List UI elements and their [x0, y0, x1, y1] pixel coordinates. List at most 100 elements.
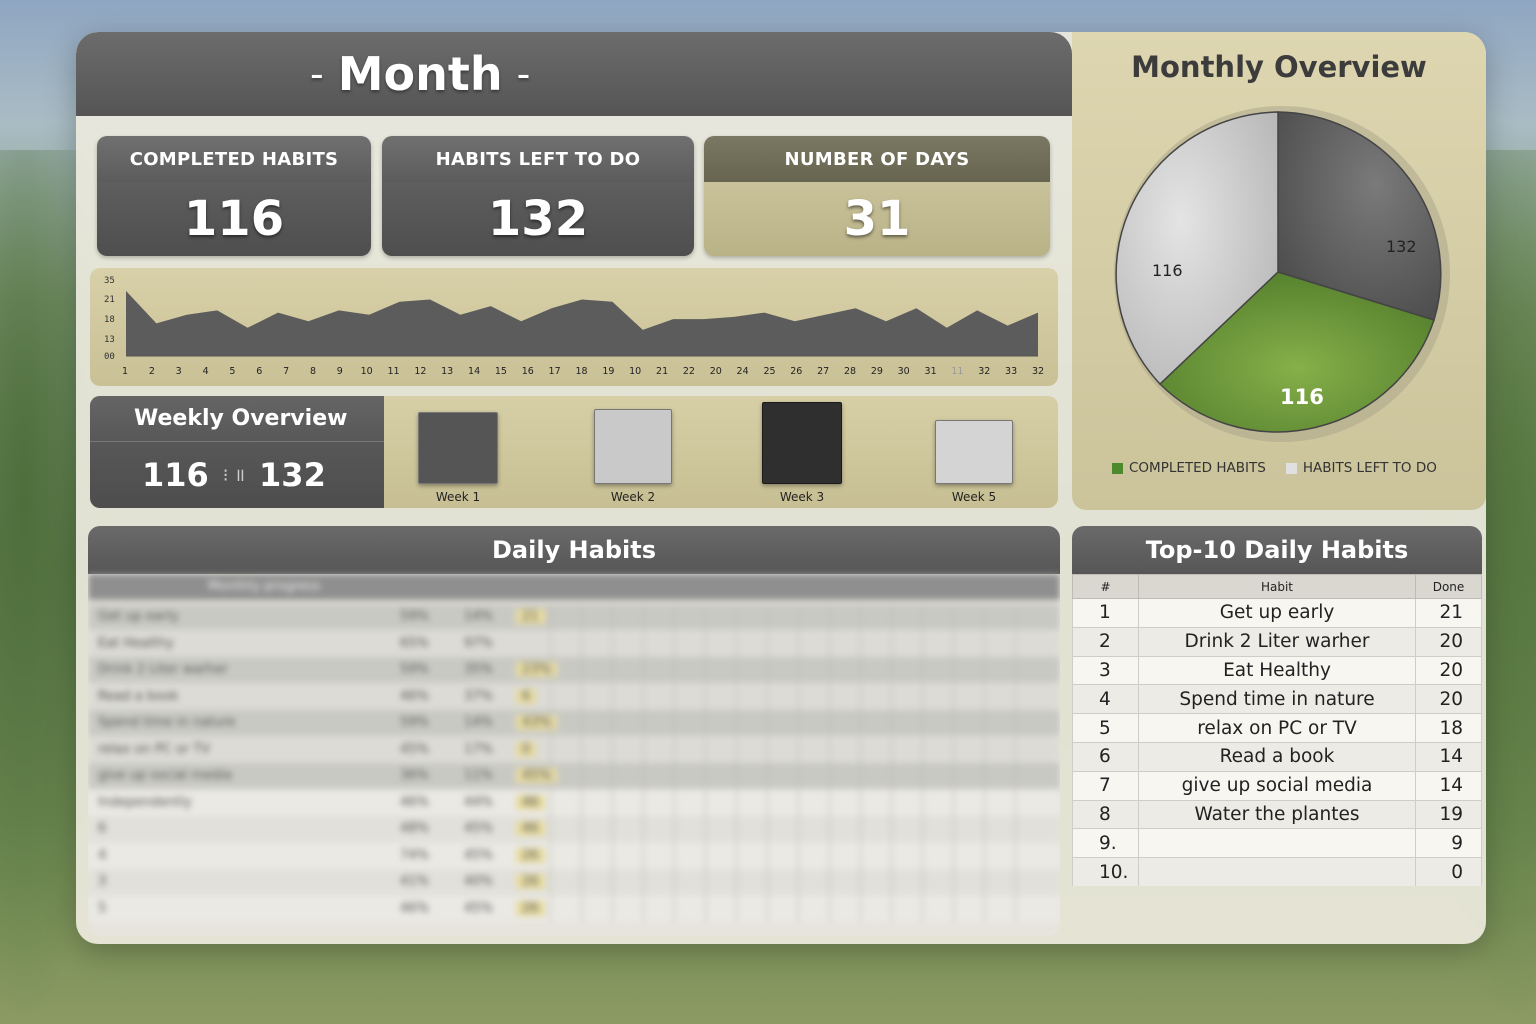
daily-grid-line	[922, 789, 923, 816]
daily-habit-row: 4 74% 45% 26	[88, 842, 1060, 869]
area-x-tick: 5	[229, 366, 235, 377]
daily-grid-line	[798, 895, 799, 922]
daily-grid-line	[705, 683, 706, 710]
daily-grid-line	[922, 736, 923, 763]
daily-habit-row: 6 48% 45% 46	[88, 816, 1060, 842]
daily-grid-line	[860, 683, 861, 710]
daily-grid-line	[891, 895, 892, 922]
daily-grid-line	[674, 816, 675, 842]
daily-grid-line	[922, 895, 923, 922]
daily-grid-line	[798, 869, 799, 895]
daily-grid-line	[891, 604, 892, 630]
daily-grid-line	[612, 630, 613, 657]
habit-dashboard: - Month - COMPLETED HABITS 116 HABITS LE…	[76, 32, 1486, 944]
top10-habit	[1138, 857, 1416, 886]
daily-grid-line	[984, 816, 985, 842]
top10-row: 6 Read a book 14	[1072, 741, 1482, 772]
week-label: Week 1	[435, 490, 481, 504]
daily-grid-line	[922, 842, 923, 869]
daily-grid-line	[705, 657, 706, 683]
daily-cell-name: Spend time in nature	[98, 715, 236, 730]
daily-habits-title: Daily Habits	[88, 526, 1060, 574]
daily-grid-line	[736, 869, 737, 895]
daily-grid-line	[829, 657, 830, 683]
daily-grid-line	[643, 895, 644, 922]
daily-grid-line	[953, 895, 954, 922]
daily-grid-line	[860, 604, 861, 630]
top10-habit: Water the plantes	[1138, 799, 1416, 830]
daily-grid-line	[860, 895, 861, 922]
pie-label-dark: 132	[1386, 237, 1417, 256]
daily-grid-line	[953, 630, 954, 657]
top10-col-num: #	[1072, 574, 1139, 599]
weekly-summary: Weekly Overview 116 ⁝ ॥ 132	[90, 396, 384, 508]
daily-cell-name: Independently	[98, 794, 192, 810]
month-dash-right: -	[516, 52, 531, 96]
daily-grid-line	[860, 789, 861, 816]
area-x-tick: 2	[149, 366, 155, 377]
area-x-tick: 28	[844, 366, 856, 377]
daily-grid-line	[798, 842, 799, 869]
daily-grid-line	[798, 683, 799, 710]
area-x-tick: 32	[1032, 366, 1044, 377]
top10-done: 20	[1415, 626, 1482, 657]
daily-grid-line	[1015, 842, 1016, 869]
daily-grid-line	[829, 604, 830, 630]
daily-grid-line	[767, 710, 768, 736]
top10-done: 0	[1415, 857, 1482, 886]
daily-grid-line	[922, 816, 923, 842]
daily-grid-line	[736, 630, 737, 657]
daily-grid-line	[612, 763, 613, 789]
daily-cell-name: relax on PC or TV	[98, 741, 211, 757]
daily-grid-line	[736, 763, 737, 789]
week-bar	[594, 409, 672, 484]
top10-habit: Eat Healthy	[1138, 655, 1416, 686]
daily-grid-line	[767, 869, 768, 895]
daily-grid-line	[922, 763, 923, 789]
daily-grid-header-label: Monthly progress	[208, 579, 321, 594]
area-x-tick: 8	[310, 366, 316, 377]
top10-title: Top-10 Daily Habits	[1072, 526, 1482, 574]
area-x-tick: 31	[925, 366, 937, 377]
daily-grid-line	[984, 630, 985, 657]
daily-grid-line	[674, 710, 675, 736]
area-y-tick: 21	[104, 295, 115, 305]
daily-grid-line	[1015, 736, 1016, 763]
daily-cell-pct: 65%	[400, 635, 429, 651]
area-x-tick: 17	[549, 366, 561, 377]
daily-cell-pct: 45%	[400, 741, 429, 757]
overview-legend: COMPLETED HABITS HABITS LEFT TO DO	[1112, 460, 1437, 476]
daily-grid-line	[612, 736, 613, 763]
area-y-tick: 00	[104, 352, 115, 362]
daily-grid-line	[1015, 763, 1016, 789]
overview-pie-chart: 116 132 116	[1114, 106, 1450, 442]
daily-grid-line	[736, 710, 737, 736]
area-y-tick: 18	[104, 315, 115, 325]
area-x-tick: 22	[683, 366, 695, 377]
daily-grid-line	[581, 869, 582, 895]
area-x-tick: 32	[978, 366, 990, 377]
area-x-tick: 27	[817, 366, 829, 377]
daily-grid-line	[612, 895, 613, 922]
daily-grid-line	[1015, 895, 1016, 922]
daily-grid-line	[1015, 869, 1016, 895]
daily-cell-pct2: 44%	[464, 794, 493, 810]
daily-grid-line	[922, 657, 923, 683]
daily-grid-line	[891, 789, 892, 816]
daily-grid-line	[767, 842, 768, 869]
completed-habits-card: COMPLETED HABITS 116	[97, 136, 371, 256]
week-bar	[935, 420, 1013, 484]
daily-grid-line	[922, 683, 923, 710]
area-x-tick: 12	[414, 366, 426, 377]
area-x-tick: 14	[468, 366, 480, 377]
area-x-tick: 30	[898, 366, 910, 377]
daily-grid-line	[612, 789, 613, 816]
top10-habit: Get up early	[1138, 598, 1416, 628]
daily-grid-line	[891, 630, 892, 657]
daily-grid-line	[736, 604, 737, 630]
daily-grid-line	[736, 657, 737, 683]
daily-grid-line	[767, 816, 768, 842]
daily-cell-pct2: 11%	[464, 768, 493, 783]
daily-grid-line	[798, 657, 799, 683]
daily-grid-line	[705, 816, 706, 842]
